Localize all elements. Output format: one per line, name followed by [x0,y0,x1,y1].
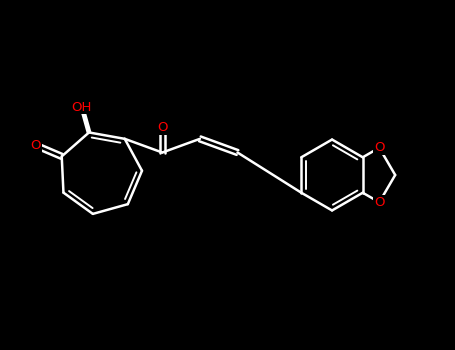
Text: O: O [374,196,384,209]
Text: OH: OH [72,100,92,113]
Text: O: O [157,121,167,134]
Text: O: O [374,141,384,154]
Text: O: O [30,139,41,152]
